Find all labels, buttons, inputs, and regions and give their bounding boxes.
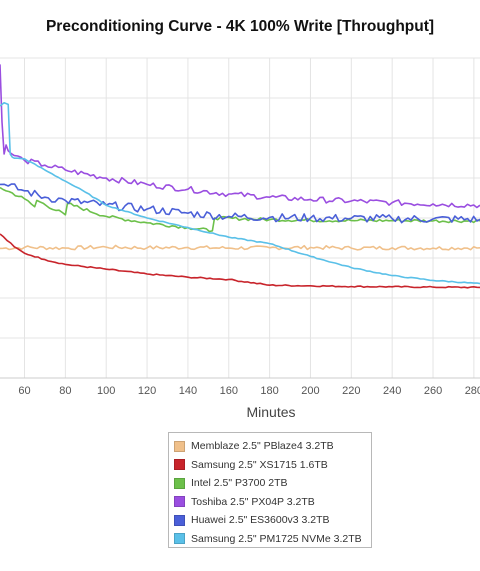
x-tick-label: 100 (97, 385, 115, 397)
chart-canvas: 60 80 100 120 140 160 180 200 220 240 260 280 Minut… (0, 57, 480, 420)
legend-item-memblaze[interactable]: Memblaze 2.5" PBlaze4 3.2TB (174, 437, 371, 456)
x-tick-labels: 60 80 100 120 140 160 180 200 220 240 260 280 (18, 385, 480, 397)
legend-label: Memblaze 2.5" PBlaze4 3.2TB (191, 440, 334, 453)
legend-label: Intel 2.5" P3700 2TB (191, 477, 288, 490)
legend-item-toshiba[interactable]: Toshiba 2.5" PX04P 3.2TB (174, 493, 371, 512)
x-tick-label: 260 (424, 385, 442, 397)
legend-item-intel[interactable]: Intel 2.5" P3700 2TB (174, 474, 371, 493)
legend-swatch (174, 440, 185, 452)
x-tick-label: 160 (220, 385, 238, 397)
legend-label: Huawei 2.5" ES3600v3 3.2TB (191, 514, 330, 527)
legend-item-huawei[interactable]: Huawei 2.5" ES3600v3 3.2TB (174, 511, 371, 530)
x-tick-label: 220 (342, 385, 360, 397)
legend-label: Samsung 2.5" XS1715 1.6TB (191, 458, 328, 471)
x-tick-label: 140 (179, 385, 197, 397)
x-tick-label: 180 (260, 385, 278, 397)
legend-swatch (174, 496, 185, 508)
series-line-1 (0, 233, 480, 289)
series-layer (0, 64, 480, 289)
x-tick-label: 120 (138, 385, 156, 397)
x-tick-label: 240 (383, 385, 401, 397)
series-line-0 (0, 244, 480, 251)
x-tick-label: 60 (18, 385, 30, 397)
x-tick-label: 280 (465, 385, 480, 397)
series-line-4 (0, 183, 480, 224)
legend-item-samsung-pm1725[interactable]: Samsung 2.5" PM1725 NVMe 3.2TB (174, 530, 371, 549)
chart-legend: Memblaze 2.5" PBlaze4 3.2TB Samsung 2.5"… (168, 432, 372, 548)
grid-layer (0, 57, 480, 379)
legend-swatch (174, 459, 185, 471)
chart-title: Preconditioning Curve - 4K 100% Write [T… (45, 18, 435, 35)
legend-swatch (174, 477, 185, 489)
legend-swatch (174, 514, 185, 526)
series-line-5 (0, 102, 480, 285)
x-tick-label: 200 (301, 385, 319, 397)
series-line-3 (0, 64, 480, 209)
series-line-2 (0, 186, 480, 233)
legend-item-samsung-xs1715[interactable]: Samsung 2.5" XS1715 1.6TB (174, 456, 371, 475)
legend-label: Samsung 2.5" PM1725 NVMe 3.2TB (191, 532, 362, 545)
x-tick-label: 80 (59, 385, 71, 397)
legend-label: Toshiba 2.5" PX04P 3.2TB (191, 495, 315, 508)
legend-swatch (174, 533, 185, 545)
x-axis-label: Minutes (246, 404, 295, 420)
